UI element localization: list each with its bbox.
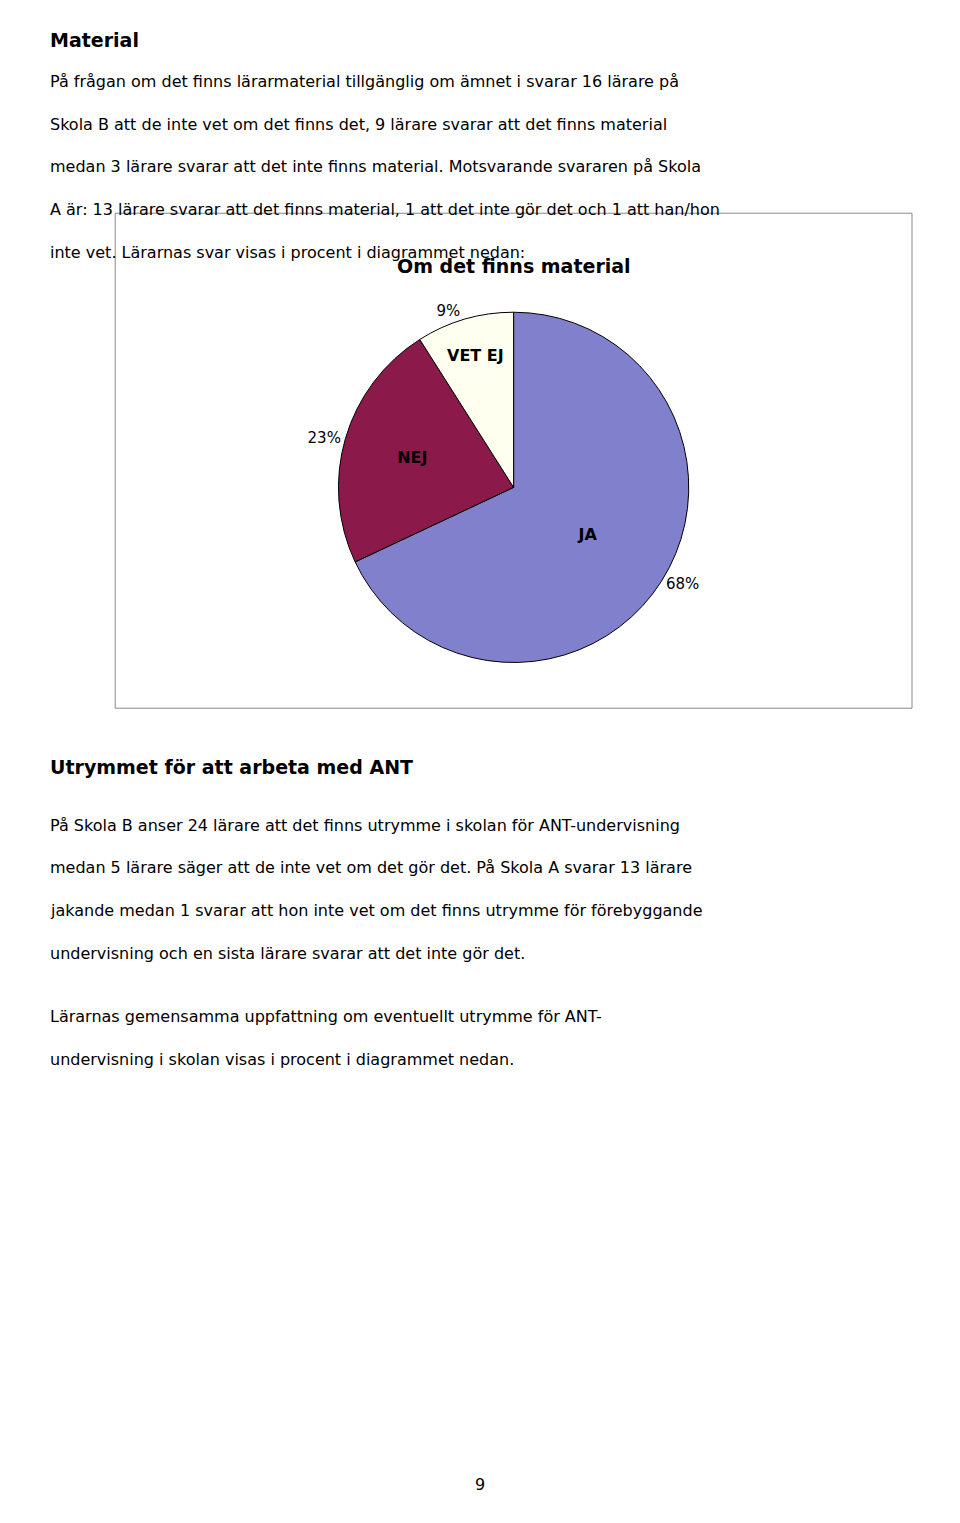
svg-text:undervisning och en sista lära: undervisning och en sista lärare svarar … bbox=[50, 944, 525, 963]
svg-text:undervisning i skolan visas i: undervisning i skolan visas i procent i … bbox=[50, 1050, 514, 1069]
svg-text:NEJ: NEJ bbox=[397, 448, 427, 467]
svg-text:9%: 9% bbox=[436, 302, 460, 320]
svg-text:9: 9 bbox=[475, 1475, 485, 1494]
svg-text:Skola B att de inte vet om det: Skola B att de inte vet om det finns det… bbox=[50, 115, 667, 134]
svg-text:Om det finns material: Om det finns material bbox=[397, 255, 631, 277]
svg-text:medan 5 lärare säger att de in: medan 5 lärare säger att de inte vet om … bbox=[50, 858, 692, 877]
svg-text:Material: Material bbox=[50, 29, 139, 51]
svg-text:Utrymmet för att arbeta med AN: Utrymmet för att arbeta med ANT bbox=[50, 756, 413, 778]
svg-text:23%: 23% bbox=[308, 429, 341, 447]
svg-text:VET EJ: VET EJ bbox=[447, 346, 504, 365]
svg-text:JA: JA bbox=[578, 525, 598, 544]
svg-text:På Skola B anser 24 lärare att: På Skola B anser 24 lärare att det finns… bbox=[50, 816, 680, 835]
svg-text:Lärarnas gemensamma uppfattnin: Lärarnas gemensamma uppfattning om event… bbox=[50, 1007, 602, 1026]
svg-text:På frågan om det finns lärarma: På frågan om det finns lärarmaterial til… bbox=[50, 72, 679, 91]
svg-text:medan 3 lärare svarar att det: medan 3 lärare svarar att det inte finns… bbox=[50, 157, 701, 176]
svg-text:68%: 68% bbox=[666, 575, 699, 593]
svg-text:jakande medan 1 svarar att hon: jakande medan 1 svarar att hon inte vet … bbox=[50, 901, 702, 920]
svg-text:A är: 13 lärare svarar att det: A är: 13 lärare svarar att det finns mat… bbox=[50, 200, 720, 219]
svg-text:inte vet. Lärarnas svar visas: inte vet. Lärarnas svar visas i procent … bbox=[50, 243, 525, 262]
